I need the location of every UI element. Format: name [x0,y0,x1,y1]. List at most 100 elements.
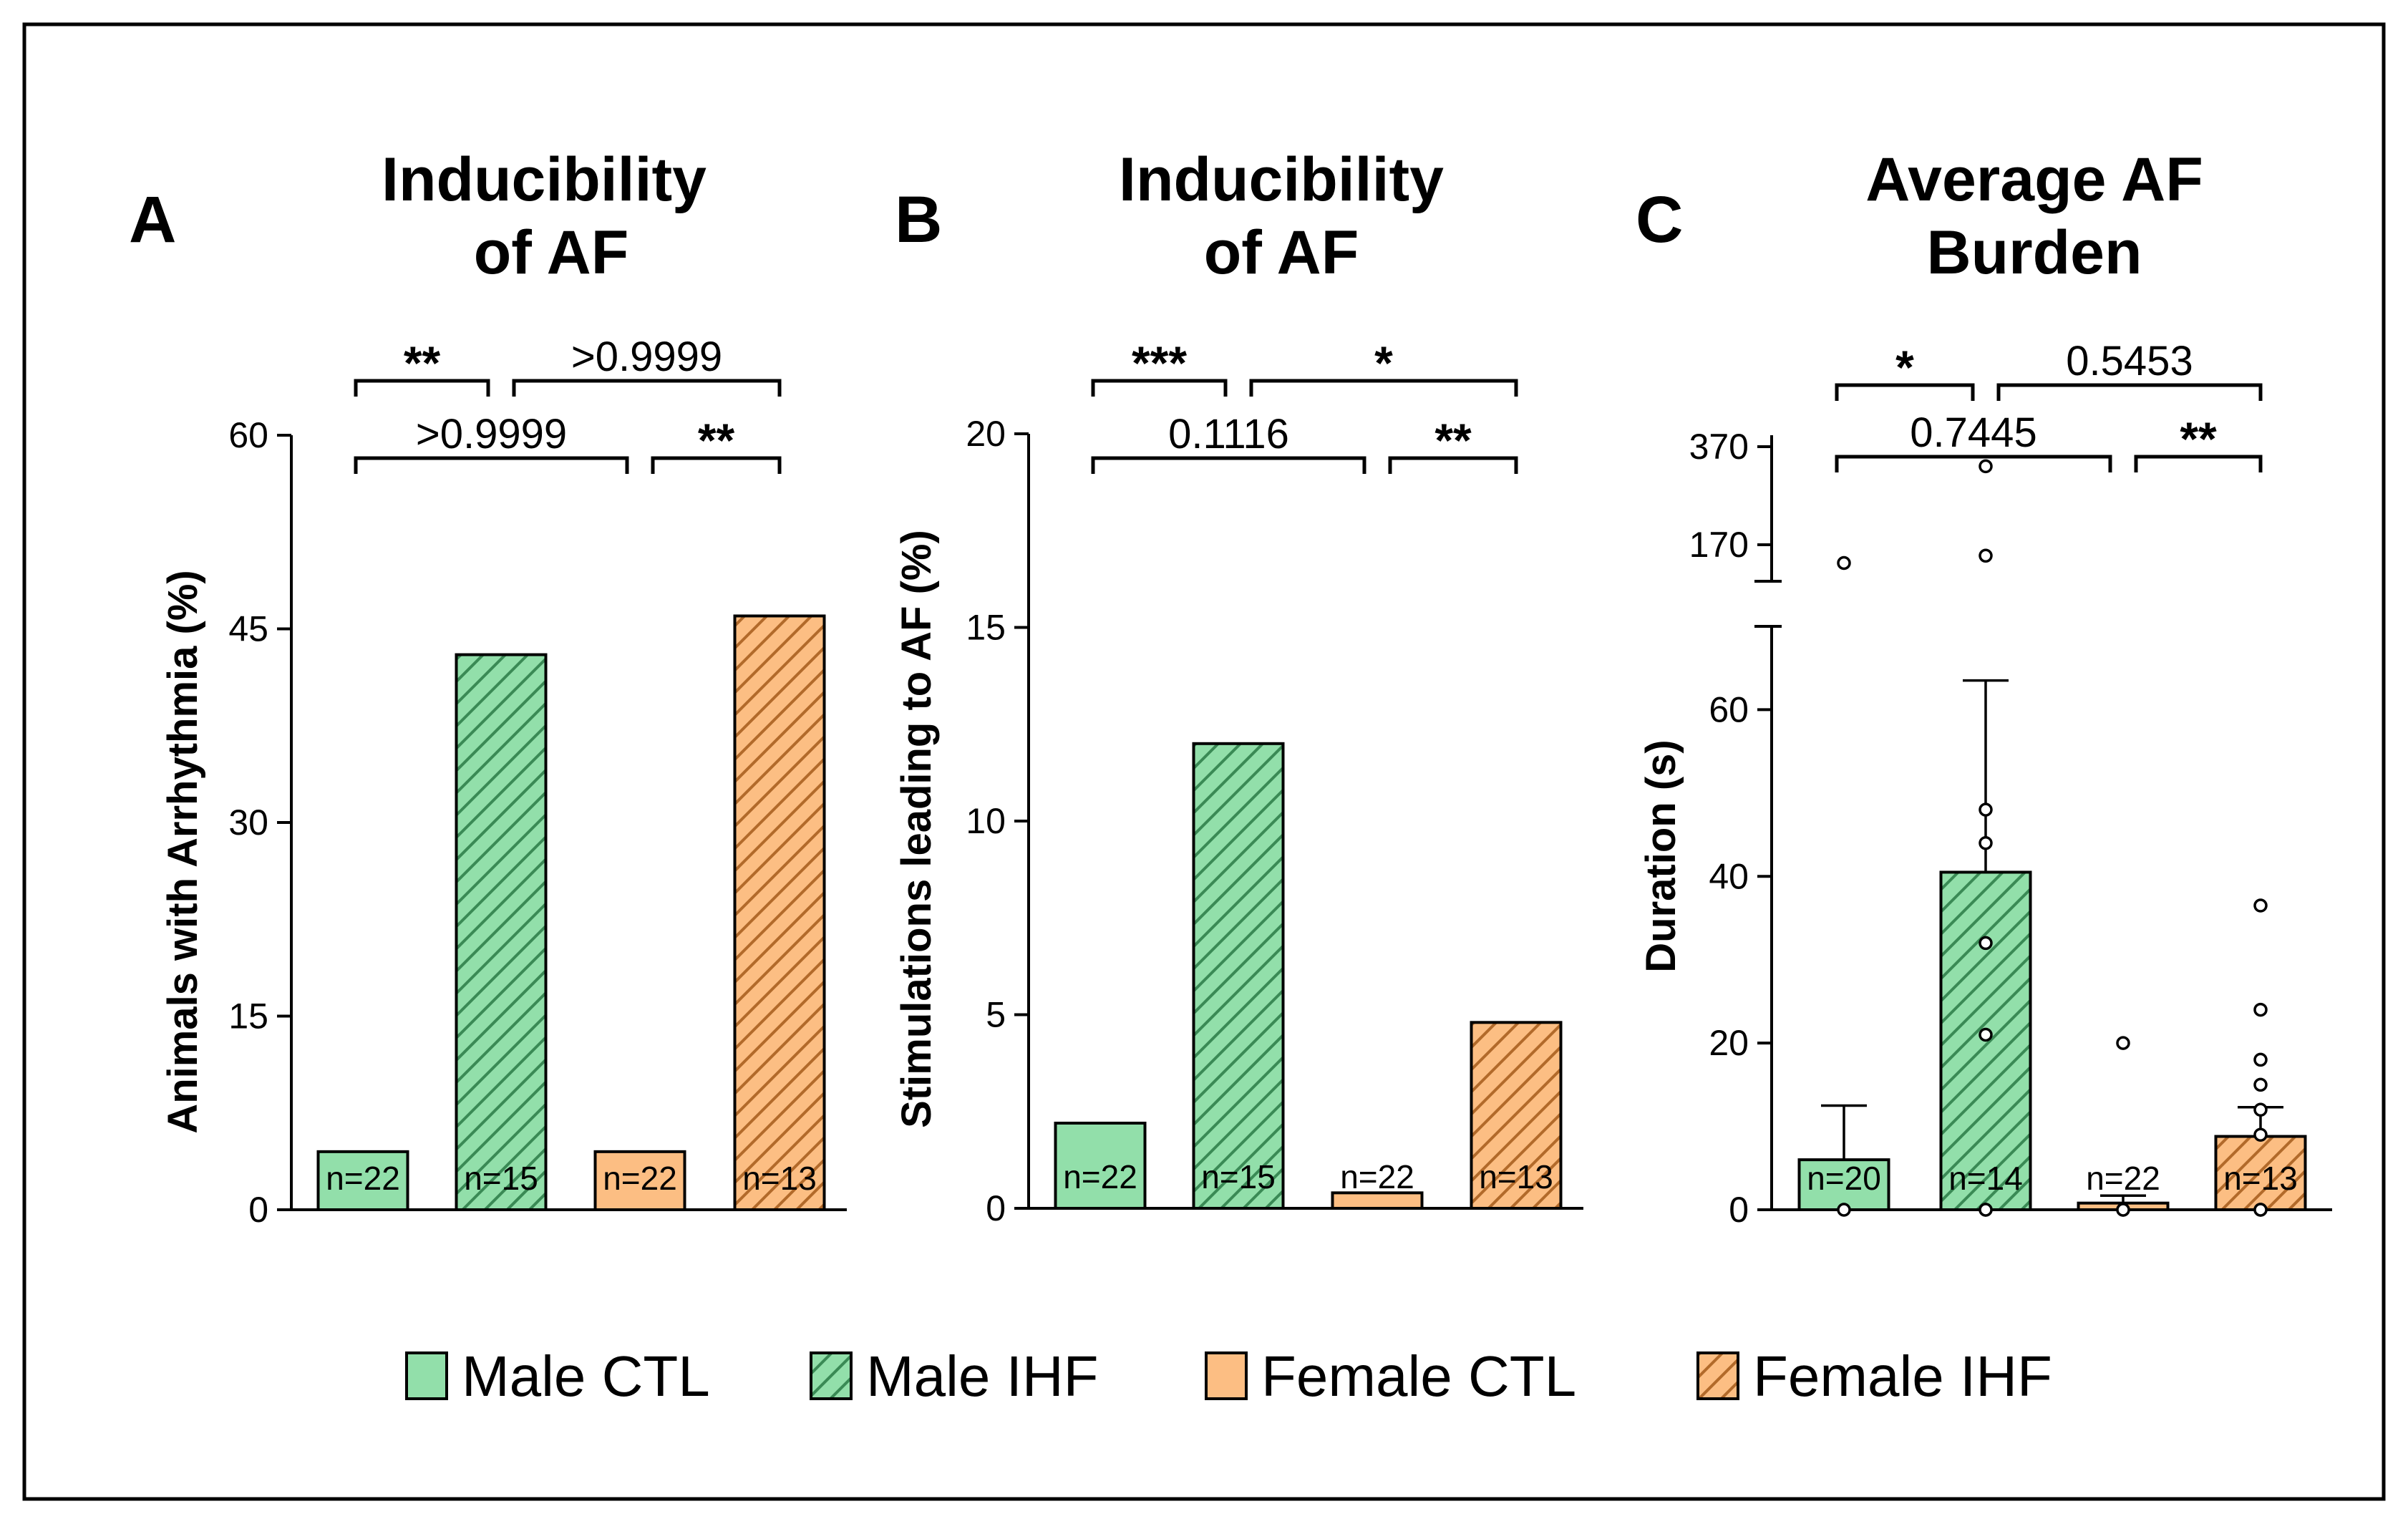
panel-c-data-point-female-ihf [2253,1002,2268,1017]
panel-c-comparison-bracket: 0.5453 [1996,338,2263,401]
panel-b-n-label-female-ihf: n=13 [1479,1158,1553,1195]
panel-c-bracket-line [1996,383,2263,401]
panel-c-data-point-male-ihf [1979,459,1993,474]
panel-a-y-tick-label: 15 [228,996,268,1037]
panel-c-data-point-female-ihf [2253,1127,2268,1142]
panel-c-data-point-female-ihf [2253,1203,2268,1217]
panel-a-y-tick-label: 0 [248,1190,268,1230]
panel-c-bar-male-ctl [1797,1158,1890,1211]
panel-c-n-label-male-ctl: n=20 [1807,1160,1881,1197]
panel-c-data-point-female-ihf [2253,1077,2268,1092]
panel-b-bracket-line [1249,379,1518,397]
panel-c-bracket-line [1835,455,2112,472]
panel-a-bracket-label: >0.9999 [416,411,567,457]
legend-label-female-ihf: Female IHF [1753,1344,2052,1408]
panel-c-data-point-female-ctl [2116,1203,2130,1217]
panel-b-comparison-bracket: ** [1388,414,1518,474]
panel-b-bracket-label: * [1374,336,1393,389]
legend-item-male-ctl: Male CTL [405,1344,710,1408]
panel-c-n-label-female-ctl: n=22 [2086,1160,2160,1197]
panel-a-comparison-bracket: >0.9999 [354,411,629,474]
panel-c-data-point-male-ihf [1979,802,1993,817]
panel-a-bracket-label: ** [404,336,441,389]
legend: Male CTL Male IHF Female CTL Female IHF [405,1344,2052,1408]
panel-c-title-line2: Burden [1927,218,2142,287]
legend-swatch-female-ctl [1205,1351,1248,1400]
panel-a-y-tick-label: 45 [228,609,268,649]
panel-b-y-tick-label: 0 [986,1188,1006,1228]
panel-b-bracket-label: *** [1132,336,1187,389]
panel-c-bracket-label: 0.5453 [2066,338,2193,384]
panel-a-n-label-female-ctl: n=22 [603,1160,677,1197]
panel-letter-b: B [895,183,942,256]
panel-b-n-label-male-ctl: n=22 [1063,1158,1137,1195]
panel-b-title-line1: Inducibility [1119,145,1444,214]
panel-a-bracket-line [512,379,782,397]
panel-b-bar-female-ctl [1331,1191,1424,1210]
panel-b-bar-female-ihf [1470,1021,1563,1210]
panel-a-bar-female-ctl [593,1150,686,1211]
panel-a-n-label-female-ihf: n=13 [742,1160,817,1197]
panel-a-comparison-bracket: >0.9999 [512,334,782,397]
panel-b-bar-male-ihf [1192,742,1285,1210]
panel-c-data-point-male-ctl [1837,555,1851,571]
legend-item-female-ihf: Female IHF [1696,1344,2052,1408]
panel-a-n-label-male-ctl: n=22 [326,1160,400,1197]
panel-a-bracket-label: ** [698,414,735,467]
panel-c-y-tick-label-upper: 170 [1689,525,1749,565]
panel-c-bracket-label: * [1895,341,1914,394]
panel-a-comparison-bracket: ** [354,336,490,397]
panel-b-comparison-bracket: * [1249,336,1518,397]
panel-b-bracket-line [1388,456,1518,474]
panel-b-comparison-bracket: *** [1091,336,1228,397]
panel-a-bracket-line [354,379,490,397]
legend-item-female-ctl: Female CTL [1205,1344,1576,1408]
legend-item-male-ihf: Male IHF [810,1344,1099,1408]
panel-b-bracket-line [1091,379,1228,397]
panel-a-comparison-bracket: ** [651,414,782,474]
panel-c-n-label-female-ihf: n=13 [2223,1160,2298,1197]
panel-b-comparison-bracket: 0.1116 [1091,411,1366,474]
panel-c: C Average AF Burden Duration (s) [1636,145,2203,973]
panel-c-data-point-male-ihf [1979,548,1993,563]
panel-c-data-point-male-ihf [1979,1027,1993,1042]
panel-c-comparison-bracket: ** [2134,412,2263,472]
panel-a-bracket-line [651,456,782,474]
panel-b-bracket-label: 0.1116 [1168,411,1289,457]
legend-swatch-female-ihf [1696,1351,1739,1400]
panel-a-bar-male-ihf [455,653,548,1211]
panel-c-data-point-female-ihf [2253,1102,2268,1117]
legend-swatch-male-ctl [405,1351,448,1400]
legend-label-female-ctl: Female CTL [1261,1344,1576,1408]
panel-c-y-tick-label: 40 [1709,856,1749,896]
panel-c-data-point-female-ihf [2253,898,2268,913]
legend-swatch-male-ihf [810,1351,853,1400]
panel-a-title-line1: Inducibility [382,145,707,214]
panel-b-bar-male-ctl [1054,1121,1147,1210]
panel-c-data-point-female-ctl [2116,1036,2130,1050]
panel-b-n-label-male-ihf: n=15 [1201,1158,1276,1195]
panel-a-y-tick-label: 60 [228,415,268,455]
panel-b: B Inducibility of AF Stimulations leadin… [893,145,1444,1128]
panel-b-title-line2: of AF [1204,218,1359,287]
panel-c-title-line1: Average AF [1865,145,2203,214]
panel-c-data-point-male-ihf [1979,1203,1993,1217]
panel-c-comparison-bracket: * [1835,341,1975,401]
panel-c-bracket-line [1835,383,1975,401]
panel-b-y-tick-label: 5 [986,995,1006,1035]
panel-letter-c: C [1636,183,1683,256]
panel-c-y-axis-label: Duration (s) [1638,739,1684,972]
panel-a-y-axis-label: Animals with Arrhythmia (%) [160,570,206,1133]
panel-a-bracket-label: >0.9999 [571,334,722,380]
panel-c-bracket-label: 0.7445 [1910,409,2036,456]
legend-label-male-ctl: Male CTL [462,1344,710,1408]
panel-b-y-tick-label: 15 [966,608,1006,648]
panel-c-n-label-male-ihf: n=14 [1948,1160,2023,1197]
panel-b-y-tick-label: 10 [966,801,1006,841]
panel-a: A Inducibility of AF Animals with Arrhyt… [129,145,707,1134]
panel-a-bar-male-ctl [316,1150,409,1211]
panel-c-data-point-male-ihf [1979,936,1993,951]
panel-c-data-point-male-ihf [1979,835,1993,850]
